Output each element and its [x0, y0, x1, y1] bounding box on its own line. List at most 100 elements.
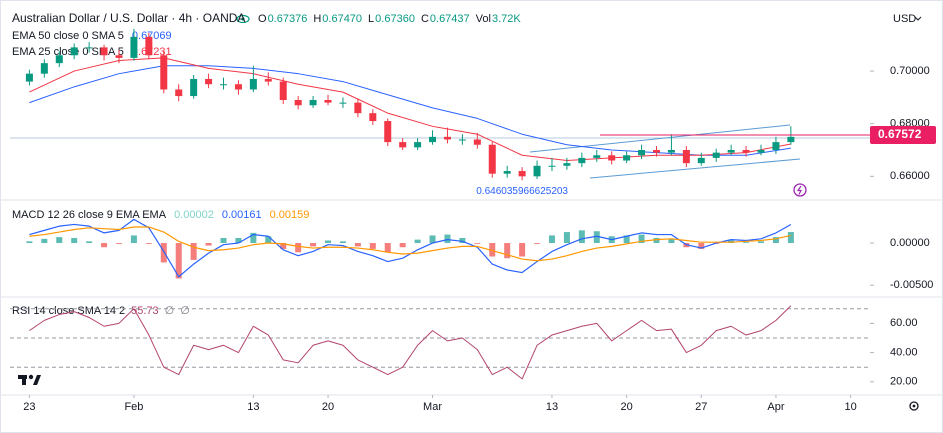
ohlc-name: C — [421, 13, 429, 25]
candle-body — [294, 100, 302, 106]
histogram-bar — [444, 234, 451, 244]
candle-body — [55, 55, 63, 64]
histogram-bar — [145, 243, 152, 244]
legend-label: EMA 25 close 0 SMA 5 — [12, 46, 124, 58]
candle-body — [757, 150, 765, 153]
candle-body — [563, 163, 571, 166]
histogram-bar — [354, 243, 361, 247]
candle-body — [220, 84, 228, 86]
currency-chevron[interactable] — [914, 16, 922, 21]
histogram-bar — [429, 235, 436, 244]
settings-icon[interactable] — [909, 401, 919, 411]
candle-body — [145, 36, 153, 56]
ohlc-name: Vol — [476, 13, 491, 25]
histogram-bar — [474, 243, 481, 244]
ohlc-value: 3.72K — [492, 13, 521, 25]
legend-label: RSI 14 close SMA 14 2 — [12, 305, 125, 317]
candle-body — [339, 102, 347, 104]
histogram-bar — [787, 232, 794, 244]
candle-body — [787, 136, 795, 143]
last-price-label: 0.67572 — [878, 127, 922, 141]
y-tick-label: -0.00500 — [890, 279, 933, 291]
histogram-bar — [504, 243, 511, 259]
histogram-bar — [772, 237, 779, 244]
y-tick-label: 40.00 — [890, 346, 918, 358]
histogram-bar — [205, 243, 212, 246]
alert-icon[interactable] — [793, 183, 807, 197]
histogram-bar — [160, 243, 167, 263]
histogram-bar — [653, 237, 660, 244]
candle-body — [399, 142, 407, 148]
histogram-bar — [41, 238, 48, 244]
candle-body — [443, 136, 451, 140]
histogram-bar — [638, 234, 645, 244]
candle-body — [40, 63, 48, 74]
histogram-bar — [115, 243, 122, 244]
x-tick-label: Mar — [423, 401, 442, 413]
histogram-bar — [325, 240, 332, 244]
legend-value: 0.67069 — [132, 30, 172, 42]
histogram-bar — [758, 241, 765, 244]
candle-body — [548, 165, 556, 167]
y-tick-label: 0.66000 — [890, 170, 930, 182]
candle-body — [414, 142, 422, 148]
candle-body — [682, 150, 690, 164]
candle-body — [488, 144, 496, 174]
y-tick-label: 20.00 — [890, 376, 918, 388]
ema-line — [29, 65, 791, 156]
histogram-bar — [399, 243, 406, 248]
legend-label: EMA 50 close 0 SMA 5 — [12, 30, 124, 42]
candle-body — [234, 84, 242, 90]
x-tick-label: 20 — [621, 401, 633, 413]
y-tick-label: 60.00 — [890, 317, 918, 329]
legend-entry: EMA 50 close 0 SMA 5 0.67069 — [12, 30, 172, 42]
histogram-bar — [534, 243, 541, 244]
candle-body — [652, 150, 660, 153]
ohlc-legend: O0.67376 H0.67470 L0.67360 C0.67437 Vol3.72K — [258, 13, 521, 25]
x-tick-label: 13 — [546, 401, 558, 413]
legend-value: 0.00161 — [222, 209, 262, 221]
ohlc-value: 0.67470 — [322, 13, 362, 25]
candle-body — [518, 171, 526, 177]
ohlc-name: O — [258, 13, 267, 25]
ohlc-name: L — [368, 13, 374, 25]
histogram-bar — [56, 237, 63, 244]
ohlc-value: 0.67376 — [268, 13, 308, 25]
channel-upper — [529, 124, 791, 153]
candle-body — [160, 55, 168, 90]
histogram-bar — [623, 235, 630, 244]
candle-body — [205, 78, 213, 85]
histogram-bar — [459, 237, 466, 244]
histogram-bar — [130, 235, 137, 244]
x-tick-label: 10 — [844, 401, 856, 413]
x-tick-label: Apr — [767, 401, 784, 413]
histogram-bar — [339, 241, 346, 244]
currency: USD — [893, 13, 916, 25]
macd-legend: MACD 12 26 close 9 EMA EMA 0.00002 0.00161… — [12, 209, 309, 221]
candle-body — [309, 100, 317, 106]
candle-body — [608, 155, 616, 161]
candle-body — [712, 152, 720, 158]
candle-body — [623, 155, 631, 161]
visibility-icon[interactable] — [236, 14, 250, 24]
histogram-bar — [743, 242, 750, 244]
candle-body — [742, 150, 750, 153]
candle-body — [727, 150, 735, 153]
candle-body — [25, 73, 33, 82]
last-price-box — [870, 125, 936, 144]
candle-body — [384, 121, 392, 143]
histogram-bar — [26, 241, 33, 244]
x-tick-label: 27 — [695, 401, 707, 413]
histogram-bar — [668, 238, 675, 244]
candle-body — [85, 47, 93, 49]
histogram-bar — [71, 237, 78, 244]
y-tick-label: 0.00000 — [890, 237, 930, 249]
rsi-line — [29, 305, 792, 380]
candle-body — [697, 157, 705, 164]
candle-body — [264, 78, 272, 82]
histogram-bar — [369, 243, 376, 249]
histogram-bar — [698, 243, 705, 249]
candle-body — [458, 139, 466, 141]
